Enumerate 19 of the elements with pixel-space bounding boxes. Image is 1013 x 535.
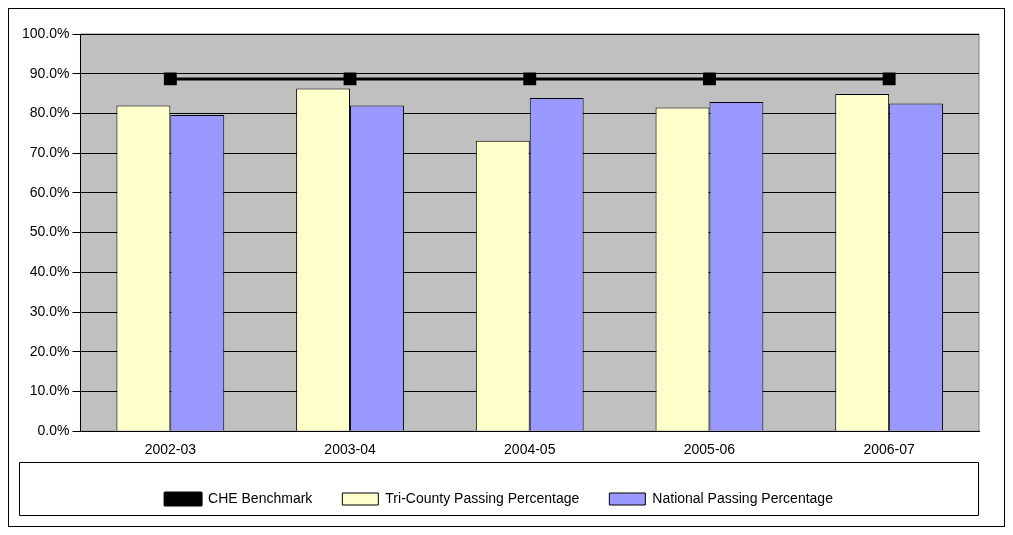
y-tick-label: 50.0% xyxy=(29,223,70,240)
legend-label: Tri-County Passing Percentage xyxy=(385,489,580,506)
x-tick-label: 2004-05 xyxy=(504,441,556,458)
y-tick-label: 30.0% xyxy=(29,302,70,319)
y-tick-label: 90.0% xyxy=(29,64,70,81)
y-tick-label: 70.0% xyxy=(29,144,70,161)
legend-label: CHE Benchmark xyxy=(208,489,314,506)
x-tick-label: 2002-03 xyxy=(144,441,197,458)
x-tick-label: 2003-04 xyxy=(324,441,376,458)
x-tick-label: 2006-07 xyxy=(863,441,916,458)
y-tick-label: 80.0% xyxy=(29,104,70,121)
y-tick-label: 60.0% xyxy=(29,183,70,200)
legend-label: National Passing Percentage xyxy=(652,489,834,506)
y-tick-label: 20.0% xyxy=(29,342,70,359)
y-tick-label: 10.0% xyxy=(29,382,70,399)
y-tick-label: 100.0% xyxy=(22,24,70,41)
x-tick-label: 2005-06 xyxy=(683,441,736,458)
y-tick-label: 0.0% xyxy=(37,422,70,439)
y-tick-label: 40.0% xyxy=(29,263,70,280)
